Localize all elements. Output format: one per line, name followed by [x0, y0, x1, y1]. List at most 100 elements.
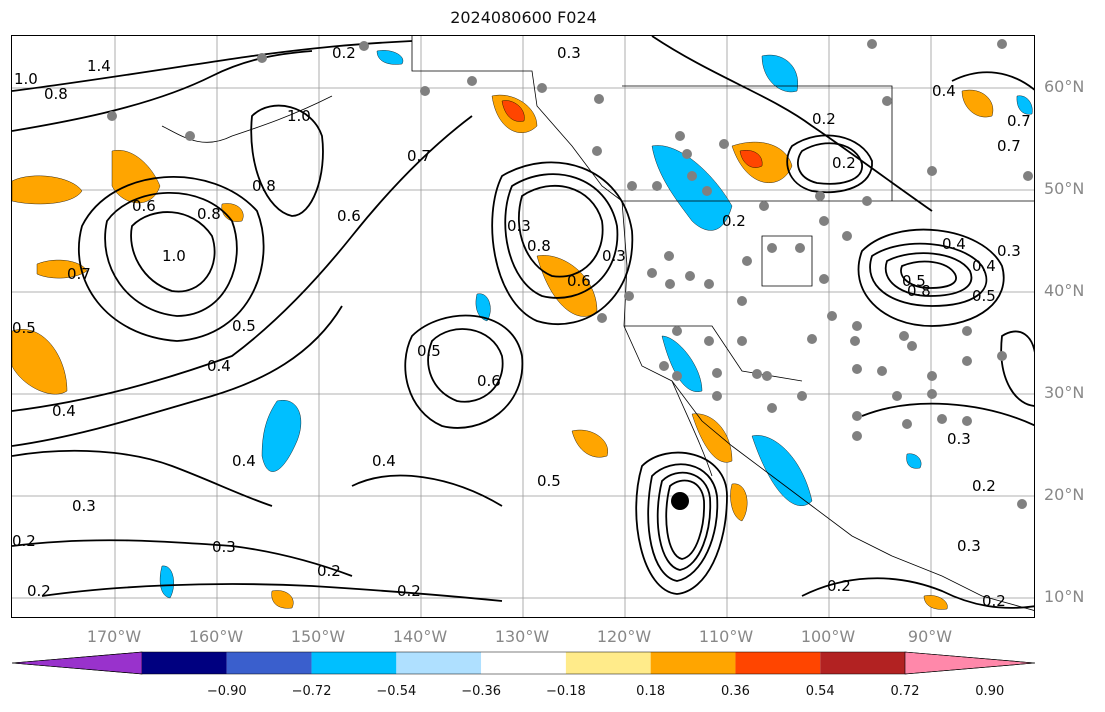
station-dot	[185, 131, 195, 141]
colorbar	[11, 651, 1036, 675]
station-dots	[107, 39, 1033, 509]
station-dot	[827, 311, 837, 321]
colorbar-tick-label: −0.72	[291, 684, 332, 699]
contour-label: 0.4	[972, 257, 996, 275]
station-dot	[862, 196, 872, 206]
station-dot	[737, 296, 747, 306]
contour-label: 0.2	[812, 110, 836, 128]
station-dot	[257, 53, 267, 63]
station-dot	[842, 231, 852, 241]
contour-label: 0.2	[832, 154, 856, 172]
colorbar-tick-label: 0.90	[975, 684, 1005, 699]
contour-label: 0.3	[212, 538, 236, 556]
colorbar-segment	[650, 652, 736, 674]
contour-label: 1.4	[87, 57, 111, 75]
colorbar-tick-label: 0.54	[805, 684, 835, 699]
contour-label: 0.2	[972, 477, 996, 495]
station-dot	[852, 411, 862, 421]
contour-label: 0.4	[52, 402, 76, 420]
map-title: 2024080600 F024	[450, 8, 597, 27]
station-dot	[1017, 499, 1027, 509]
contour-label: 0.3	[957, 537, 981, 555]
station-dot	[420, 86, 430, 96]
station-dot	[937, 414, 947, 424]
station-dot	[892, 391, 902, 401]
station-dot	[719, 139, 729, 149]
contour-label: 0.4	[207, 357, 231, 375]
station-dot	[797, 391, 807, 401]
lat-label-40n: 40°N	[1044, 281, 1085, 300]
station-dot	[815, 191, 825, 201]
station-dot	[664, 251, 674, 261]
contour-label: 0.8	[44, 85, 68, 103]
station-dot	[665, 279, 675, 289]
contour-label: 1.0	[162, 247, 186, 265]
station-dot	[682, 149, 692, 159]
storm-center-marker	[671, 492, 689, 510]
contour-label: 0.5	[232, 317, 256, 335]
station-dot	[627, 181, 637, 191]
station-dot	[795, 243, 805, 253]
station-dot	[902, 419, 912, 429]
station-dot	[962, 416, 972, 426]
colorbar-segment	[11, 651, 143, 675]
station-dot	[624, 291, 634, 301]
station-dot	[927, 371, 937, 381]
contour-label: 0.4	[942, 235, 966, 253]
contour-label: 0.6	[477, 372, 501, 390]
contour-label: 0.7	[1007, 112, 1031, 130]
lon-label-90w: 90°W	[907, 627, 953, 646]
contour-label: 0.8	[907, 282, 931, 300]
station-dot	[767, 403, 777, 413]
station-dot	[704, 336, 714, 346]
station-dot	[687, 171, 697, 181]
lon-label-150w: 150°W	[290, 627, 346, 646]
contour-label: 0.2	[27, 582, 51, 600]
colorbar-segment	[142, 652, 227, 674]
station-dot	[685, 271, 695, 281]
shading-patches	[12, 50, 1033, 610]
colorbar-tick-label: −0.54	[376, 684, 417, 699]
lat-label-10n: 10°N	[1044, 587, 1085, 606]
station-dot	[852, 431, 862, 441]
contour-label: 0.3	[557, 44, 581, 62]
station-dot	[592, 146, 602, 156]
map-panel[interactable]: 1.4 1.0 0.8 0.2 0.3 0.4 0.7 1.0 0.7 0.8 …	[11, 35, 1035, 618]
station-dot	[467, 76, 477, 86]
station-dot	[594, 94, 604, 104]
contour-label: 0.7	[67, 265, 91, 283]
station-dot	[877, 366, 887, 376]
station-dot	[659, 361, 669, 371]
colorbar-segment	[311, 652, 397, 674]
station-dot	[702, 186, 712, 196]
colorbar-segment	[396, 652, 482, 674]
station-dot	[927, 166, 937, 176]
station-dot	[672, 371, 682, 381]
station-dot	[852, 321, 862, 331]
station-dot	[907, 341, 917, 351]
station-dot	[537, 83, 547, 93]
colorbar-segment	[226, 652, 312, 674]
station-dot	[712, 368, 722, 378]
colorbar-tick-label: 0.72	[890, 684, 920, 699]
contour-label: 0.2	[12, 532, 36, 550]
colorbar-tick-label: 0.36	[720, 684, 750, 699]
station-dot	[807, 334, 817, 344]
station-dot	[742, 256, 752, 266]
station-dot	[1023, 171, 1033, 181]
station-dot	[597, 313, 607, 323]
station-dot	[997, 351, 1007, 361]
colorbar-segment	[481, 652, 566, 674]
contour-label: 0.5	[12, 319, 36, 337]
station-dot	[759, 201, 769, 211]
lon-label-130w: 130°W	[494, 627, 550, 646]
lon-label-110w: 110°W	[698, 627, 754, 646]
colorbar-segment	[735, 652, 821, 674]
contour-label: 0.6	[567, 272, 591, 290]
lat-label-50n: 50°N	[1044, 179, 1085, 198]
station-dot	[962, 356, 972, 366]
graticule	[12, 36, 1034, 617]
contour-label: 0.6	[132, 197, 156, 215]
contour-label-group: 1.4 1.0 0.8 0.2 0.3 0.4 0.7 1.0 0.7 0.8 …	[12, 44, 1031, 610]
contour-label: 0.3	[997, 242, 1021, 260]
